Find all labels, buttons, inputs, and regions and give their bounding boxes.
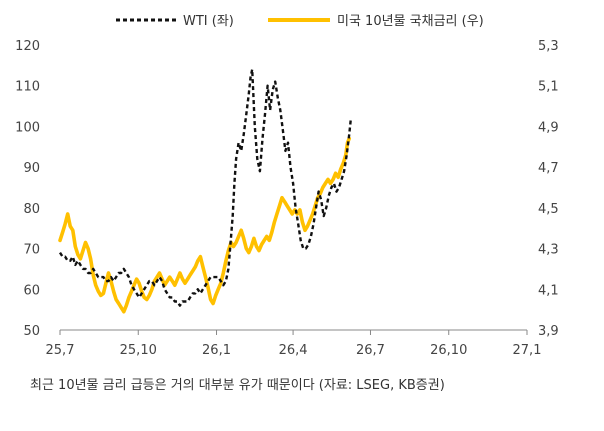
- y-right-tick-label: 4,5: [538, 202, 559, 217]
- y-right-tick-label: 3,9: [538, 324, 559, 339]
- y-left-tick-label: 90: [23, 161, 40, 176]
- legend: WTI (좌) 미국 10년물 국채금리 (우): [116, 14, 484, 29]
- y-left-tick-label: 110: [15, 80, 40, 95]
- series-line-wti: [58, 68, 353, 307]
- y-left-tick-label: 120: [15, 39, 40, 54]
- y-right-tick-label: 4,3: [538, 243, 559, 258]
- x-tick-label: 26,1: [202, 343, 231, 358]
- x-tick-label: 26,10: [430, 343, 467, 358]
- x-tick-label: 27,1: [513, 343, 542, 358]
- x-tick-label: 25,7: [46, 343, 75, 358]
- y-right-tick-label: 5,1: [538, 80, 559, 95]
- y-right-tick-label: 4,1: [538, 283, 559, 298]
- chart-caption: 최근 10년물 금리 급등은 거의 대부분 유가 때문이다 (자료: LSEG,…: [30, 378, 445, 393]
- y-axis-left: 50 60 70 80 90 100 110 120: [15, 39, 40, 339]
- y-left-tick-label: 100: [15, 120, 40, 135]
- y-right-tick-label: 4,7: [538, 161, 559, 176]
- y-left-tick-label: 60: [23, 283, 40, 298]
- legend-label-ust10y: 미국 10년물 국채금리 (우): [337, 14, 484, 29]
- x-tick-label: 26,7: [356, 343, 385, 358]
- x-tick-label: 26,4: [279, 343, 308, 358]
- y-right-tick-label: 4,9: [538, 120, 559, 135]
- x-axis: 25,7 25,10 26,1 26,4 26,7 26,10 27,1: [46, 330, 542, 358]
- x-tick-label: 25,10: [120, 343, 157, 358]
- y-left-tick-label: 70: [23, 243, 40, 258]
- series-lines: [58, 68, 353, 314]
- y-axis-right: 3,9 4,1 4,3 4,5 4,7 4,9 5,1 5,3: [538, 39, 559, 339]
- legend-label-wti: WTI (좌): [183, 14, 234, 29]
- y-left-tick-label: 80: [23, 202, 40, 217]
- y-left-tick-label: 50: [23, 324, 40, 339]
- y-right-tick-label: 5,3: [538, 39, 559, 54]
- series-line-ust10y: [58, 136, 351, 314]
- chart: WTI (좌) 미국 10년물 국채금리 (우) 25,7 25,10 26,1 26…: [15, 14, 559, 358]
